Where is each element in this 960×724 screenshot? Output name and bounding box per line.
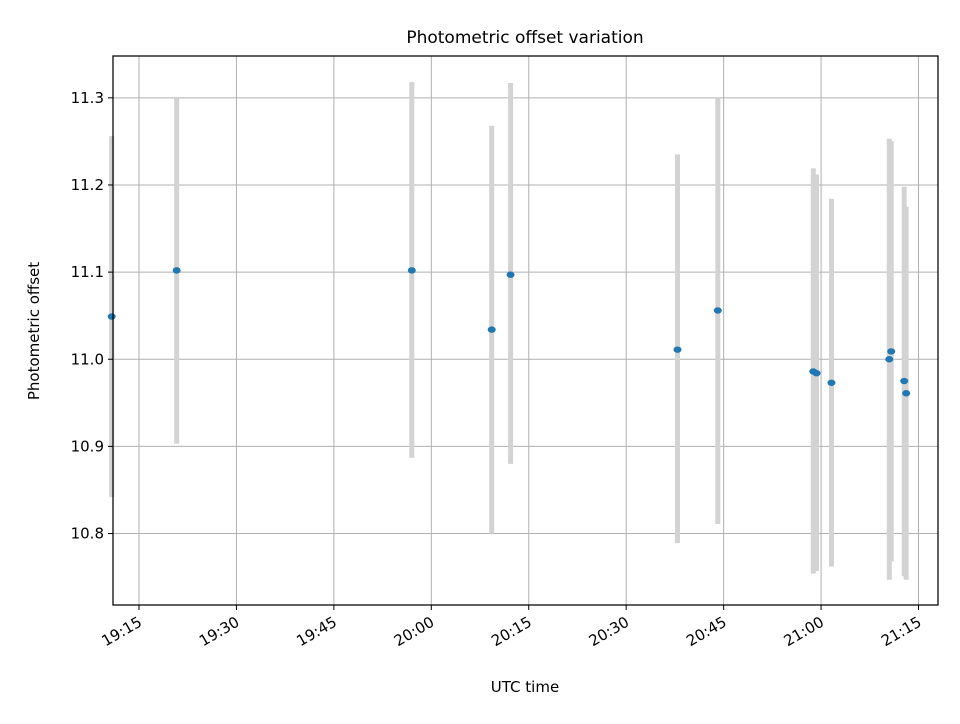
y-axis-ticks: 10.8 10.9 11.0 11.1 11.2 11.3 [71, 89, 113, 543]
chart-title: Photometric offset variation [406, 28, 643, 48]
data-point [900, 377, 909, 385]
plot-frame [112, 55, 939, 606]
y-axis-label: Photometric offset [25, 262, 43, 400]
y-tick-label: 11.2 [71, 176, 104, 194]
y-tick-label: 11.3 [71, 89, 104, 107]
y-tick-label: 10.8 [71, 525, 104, 543]
grid-lines [113, 56, 938, 605]
data-point [902, 390, 911, 397]
data-point [107, 313, 116, 320]
data-point [887, 348, 896, 355]
data-points [107, 267, 911, 397]
x-axis-label: UTC time [491, 678, 559, 696]
data-point [827, 379, 836, 386]
y-tick-label: 11.0 [71, 350, 104, 368]
data-point [506, 271, 515, 278]
data-point [487, 326, 496, 333]
y-tick-label: 11.1 [71, 263, 104, 281]
data-point [172, 267, 181, 274]
data-point [407, 267, 416, 274]
data-point [713, 307, 722, 314]
data-point [812, 370, 821, 377]
data-point [885, 356, 894, 363]
y-tick-label: 10.9 [71, 437, 104, 455]
data-point [673, 346, 682, 353]
